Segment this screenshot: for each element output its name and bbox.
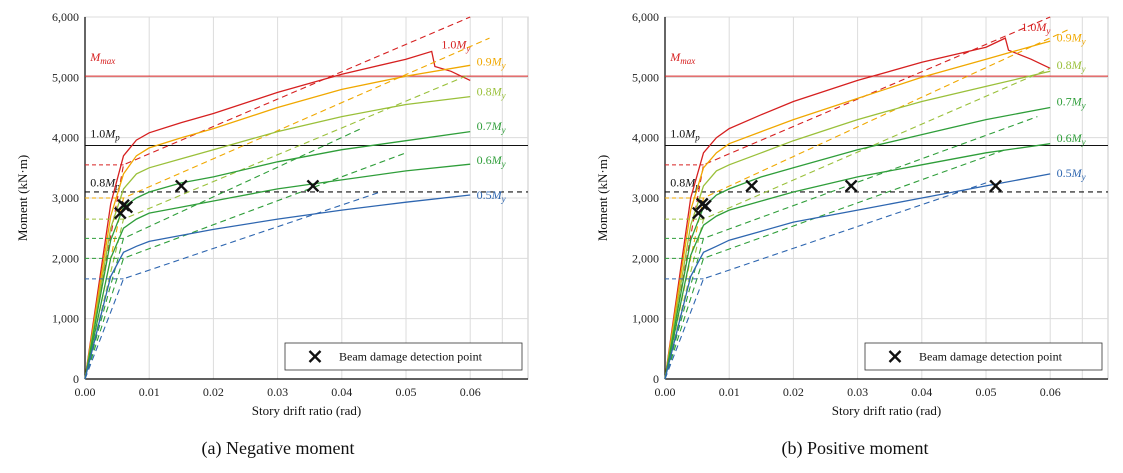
damage-marker-stroke <box>174 179 188 193</box>
damage-marker-stroke <box>745 179 759 193</box>
damage-marker <box>306 179 320 193</box>
series-idealized-line <box>84 191 381 380</box>
series-line <box>84 194 471 380</box>
ref-line-label: Mmax <box>669 50 695 66</box>
y-tick-label: 6,000 <box>632 10 659 24</box>
legend: Beam damage detection point <box>864 342 1103 371</box>
series-line <box>84 50 471 380</box>
y-tick-label: 3,000 <box>52 191 79 205</box>
series-line <box>664 173 1051 380</box>
x-tick-label: 0.00 <box>75 385 96 399</box>
ref-line-label: Mmax <box>89 50 115 66</box>
x-tick-label: 0.03 <box>847 385 868 399</box>
chart-caption: (a) Negative moment <box>202 438 355 459</box>
x-tick-label: 0.01 <box>139 385 160 399</box>
series-label: 0.9My <box>1057 31 1086 47</box>
legend-box <box>284 342 523 371</box>
damage-marker-stroke <box>989 179 1002 193</box>
x-tick-label: 0.03 <box>267 385 288 399</box>
ref-line-label: 1.0Mp <box>90 127 120 143</box>
series-label: 0.6My <box>477 153 506 169</box>
x-axis-label: Story drift ratio (rad) <box>252 403 361 418</box>
chart-panel-positive: 0 1,000 2,000 3,000 4,000 5,000 6,000 0.00 0.01 0… <box>595 10 1109 459</box>
series-label: 0.5My <box>1057 166 1086 182</box>
x-tick-label: 0.04 <box>331 385 352 399</box>
series-line <box>664 37 1051 380</box>
y-tick-label: 3,000 <box>632 191 659 205</box>
x-tick-label: 0.05 <box>976 385 997 399</box>
x-tick-label: 0.06 <box>1040 385 1061 399</box>
y-tick-label: 2,000 <box>632 251 659 265</box>
x-tick-label: 0.02 <box>783 385 804 399</box>
x-tick-label: 0.02 <box>203 385 224 399</box>
legend-marker <box>308 350 322 363</box>
x-tick-label: 0.01 <box>719 385 740 399</box>
series-idealized-line <box>664 182 987 380</box>
damage-marker-stroke <box>120 200 134 214</box>
y-tick-label: 5,000 <box>632 70 659 84</box>
series-line <box>664 70 1051 380</box>
damage-marker <box>844 179 858 193</box>
damage-marker-stroke <box>844 179 858 193</box>
series-idealized-line <box>664 149 1006 380</box>
y-tick-label: 4,000 <box>52 131 79 145</box>
x-axis-label: Story drift ratio (rad) <box>832 403 941 418</box>
legend-box <box>864 342 1103 371</box>
series-line <box>664 106 1051 380</box>
series-line <box>84 130 471 380</box>
series-label: 0.8My <box>477 84 506 100</box>
legend-marker <box>888 350 902 363</box>
y-axis-label: Moment (kN·m) <box>15 155 30 241</box>
chart-caption: (b) Positive moment <box>782 438 929 459</box>
series-label: 0.9My <box>477 54 506 70</box>
x-tick-label: 0.04 <box>911 385 932 399</box>
legend: Beam damage detection point <box>284 342 523 371</box>
series-label: 0.8My <box>1057 58 1086 74</box>
damage-marker <box>174 179 188 193</box>
series-idealized-line <box>84 152 407 380</box>
y-tick-label: 1,000 <box>52 312 79 326</box>
y-tick-label: 0 <box>73 372 79 386</box>
series-label: 0.6My <box>1057 131 1086 147</box>
y-tick-label: 1,000 <box>632 312 659 326</box>
series-label: 1.0My <box>1021 20 1050 36</box>
y-tick-label: 0 <box>653 372 659 386</box>
y-tick-label: 5,000 <box>52 70 79 84</box>
series-label: 0.7My <box>1057 95 1086 111</box>
x-tick-label: 0.06 <box>460 385 481 399</box>
ref-line-label: 0.8Mp <box>90 176 120 192</box>
series-line <box>84 163 471 380</box>
x-tick-label: 0.00 <box>655 385 676 399</box>
series-label: 0.5My <box>477 188 506 204</box>
series-line <box>664 40 1051 380</box>
y-axis-label: Moment (kN·m) <box>595 155 610 241</box>
damage-marker <box>989 179 1002 193</box>
series-line <box>664 143 1051 380</box>
damage-marker <box>745 179 759 193</box>
y-tick-label: 6,000 <box>52 10 79 24</box>
series-line <box>84 64 471 380</box>
y-tick-label: 4,000 <box>632 131 659 145</box>
legend-label: Beam damage detection point <box>919 350 1063 364</box>
damage-marker <box>699 199 712 213</box>
series-label: 1.0My <box>441 37 470 53</box>
y-tick-label: 2,000 <box>52 251 79 265</box>
series-label: 0.7My <box>477 119 506 135</box>
x-tick-label: 0.05 <box>396 385 417 399</box>
ref-line-label: 1.0Mp <box>670 127 700 143</box>
damage-marker-stroke <box>306 179 320 193</box>
damage-marker-stroke <box>699 199 712 213</box>
chart-panel-negative: 0 1,000 2,000 3,000 4,000 5,000 6,000 0.00 0.01 0… <box>15 10 529 459</box>
legend-label: Beam damage detection point <box>339 350 483 364</box>
damage-marker <box>120 200 134 214</box>
